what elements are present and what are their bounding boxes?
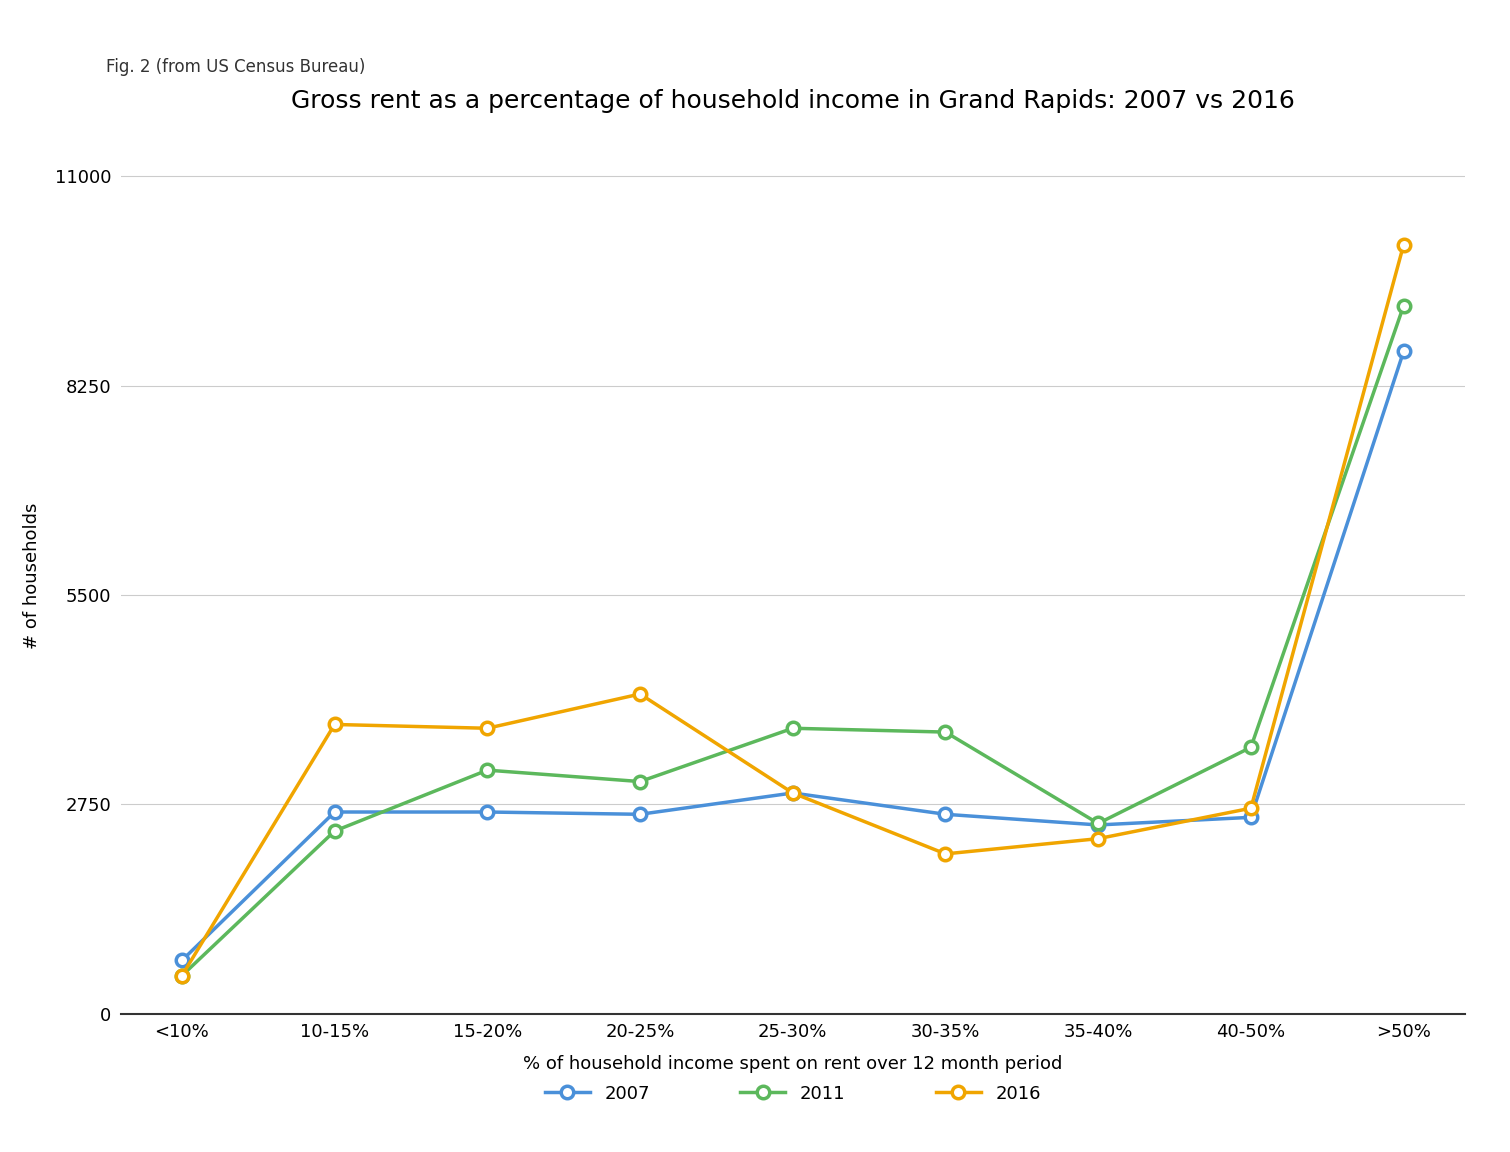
2016 (479, 721, 497, 735)
Line: 2016: 2016 (175, 238, 1410, 982)
2016 (784, 786, 802, 799)
Line: 2007: 2007 (175, 346, 1410, 967)
2016 (326, 718, 344, 732)
2007 (631, 808, 649, 821)
2011 (1089, 817, 1107, 831)
Line: 2011: 2011 (175, 300, 1410, 982)
Text: Fig. 2 (from US Census Bureau): Fig. 2 (from US Census Bureau) (106, 58, 365, 76)
Y-axis label: # of households: # of households (23, 502, 41, 650)
2011 (936, 725, 954, 738)
Title: Gross rent as a percentage of household income in Grand Rapids: 2007 vs 2016: Gross rent as a percentage of household … (291, 89, 1294, 113)
2016 (1395, 238, 1413, 252)
2016 (631, 687, 649, 700)
2016 (172, 969, 190, 983)
2007 (936, 808, 954, 821)
2016 (936, 847, 954, 861)
2011 (326, 824, 344, 838)
Legend: 2007, 2011, 2016: 2007, 2011, 2016 (538, 1077, 1048, 1109)
2007 (1241, 810, 1259, 824)
2011 (631, 774, 649, 788)
2007 (479, 805, 497, 819)
2011 (784, 721, 802, 735)
2016 (1089, 832, 1107, 846)
2007 (1089, 818, 1107, 832)
2011 (1241, 741, 1259, 755)
2007 (1395, 344, 1413, 358)
2016 (1241, 802, 1259, 816)
2011 (1395, 298, 1413, 312)
2011 (479, 764, 497, 778)
2007 (172, 954, 190, 968)
2007 (784, 786, 802, 799)
2011 (172, 969, 190, 983)
2007 (326, 805, 344, 819)
X-axis label: % of household income spent on rent over 12 month period: % of household income spent on rent over… (522, 1055, 1063, 1074)
